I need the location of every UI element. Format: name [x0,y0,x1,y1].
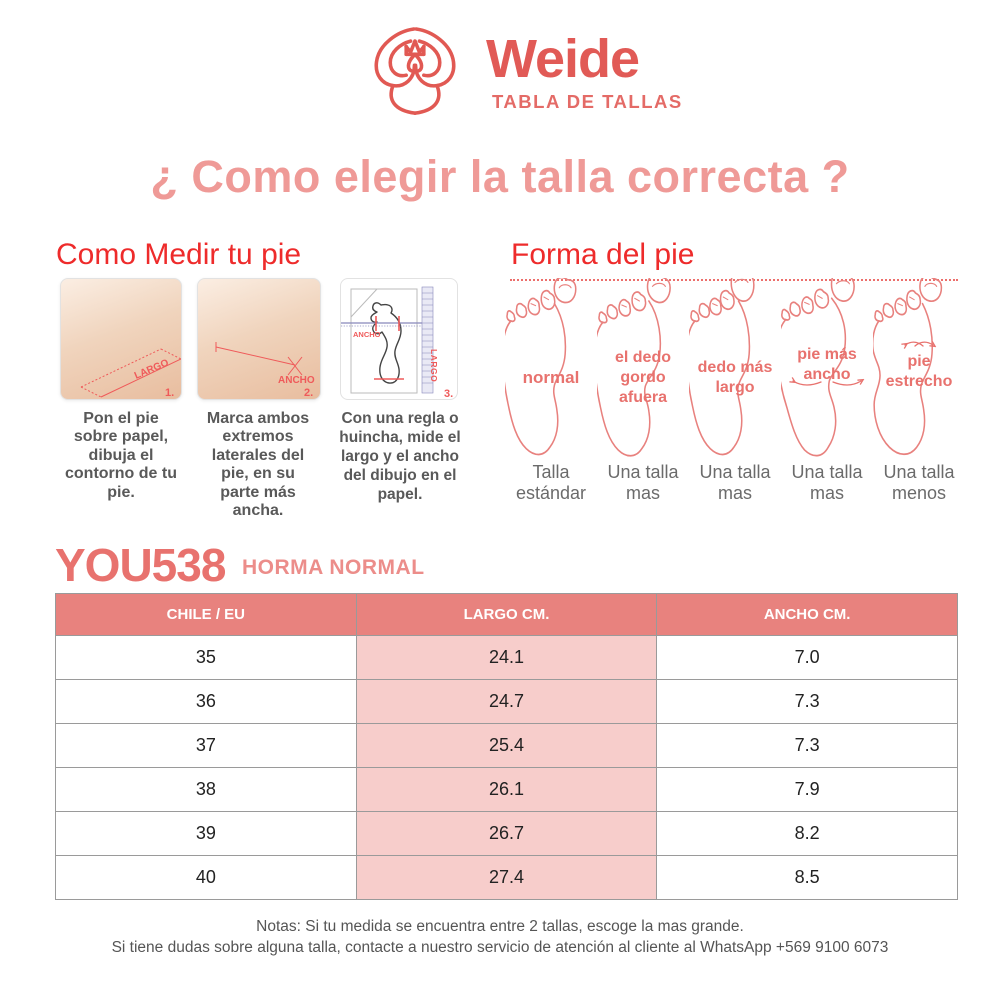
svg-text:LARGO: LARGO [429,349,439,382]
svg-text:1.: 1. [165,387,174,399]
svg-text:LARGO: LARGO [133,357,171,381]
svg-text:2.: 2. [304,387,313,399]
svg-text:3.: 3. [444,388,453,400]
svg-text:ANCHO: ANCHO [278,375,315,386]
svg-text:ANCHO: ANCHO [353,330,381,339]
